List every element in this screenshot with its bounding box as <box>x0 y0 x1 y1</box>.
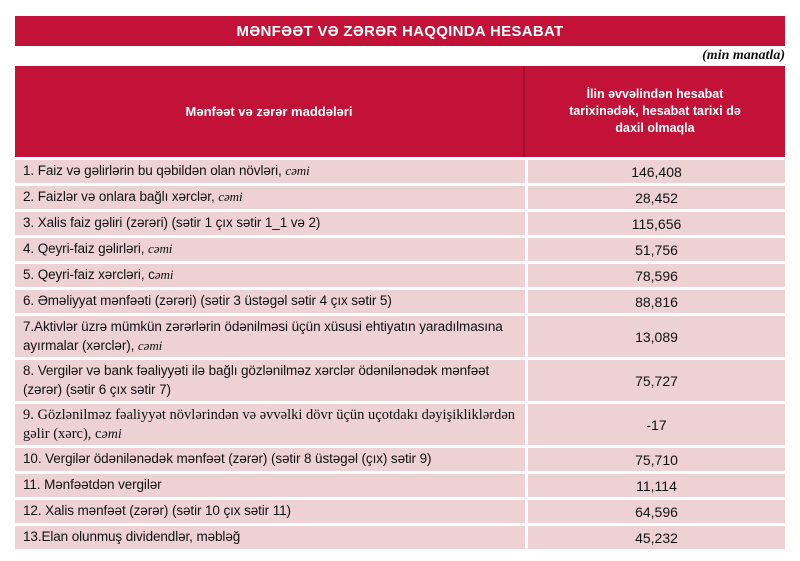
row-value: 28,452 <box>528 186 785 209</box>
row-label: 1. Faiz və gəlirlərin bu qəbildən olan n… <box>15 160 525 183</box>
row-value: -17 <box>528 404 785 445</box>
row-label: 11. Mənfəətdən vergilər <box>15 474 525 497</box>
row-label-text: 6. Əməliyyat mənfəəti (zərəri) (sətir 3 … <box>23 293 392 309</box>
row-value: 51,756 <box>528 238 785 261</box>
table-row: 5. Qeyri-faiz xərcləri, cəmi 78,596 <box>15 264 785 287</box>
row-label-text: 10. Vergilər ödənilənədək mənfəət (zərər… <box>23 451 432 467</box>
row-label: 5. Qeyri-faiz xərcləri, cəmi <box>15 264 525 287</box>
row-label: 8. Vergilər və bank fəaliyyəti ilə bağlı… <box>15 360 525 401</box>
column-header-value: İlin əvvəlindən hesabat tarixinədək, hes… <box>569 87 741 135</box>
column-header-items: Mənfəət və zərər maddələri <box>15 66 525 157</box>
row-label-text: 8. Vergilər və bank fəaliyyəti ilə bağlı… <box>23 363 490 397</box>
table-row: 7.Aktivlər üzrə mümkün zərərlərin ödənil… <box>15 316 785 357</box>
row-label-text: 4. Qeyri-faiz gəlirləri, <box>23 241 149 257</box>
row-value: 75,727 <box>528 360 785 401</box>
row-label: 12. Xalis mənfəət (zərər) (sətir 10 çıx … <box>15 500 525 523</box>
row-value: 64,596 <box>528 500 785 523</box>
table-row: 2. Faizlər və onlara bağlı xərclər, cəmi… <box>15 186 785 209</box>
row-value: 115,656 <box>528 212 785 235</box>
row-label-text: 11. Mənfəətdən vergilər <box>23 477 162 493</box>
report-title-banner: MƏNFƏƏT VƏ ZƏRƏR HAQQINDA HESABAT <box>15 16 785 46</box>
table-row: 6. Əməliyyat mənfəəti (zərəri) (sətir 3 … <box>15 290 785 313</box>
table-row: 13.Elan olunmuş dividendlər, məbləğ 45,2… <box>15 526 785 549</box>
table-row: 4. Qeyri-faiz gəlirləri, cəmi 51,756 <box>15 238 785 261</box>
table-row: 8. Vergilər və bank fəaliyyəti ilə bağlı… <box>15 360 785 401</box>
row-label: 2. Faizlər və onlara bağlı xərclər, cəmi <box>15 186 525 209</box>
row-label: 6. Əməliyyat mənfəəti (zərəri) (sətir 3 … <box>15 290 525 313</box>
table-row: 12. Xalis mənfəət (zərər) (sətir 10 çıx … <box>15 500 785 523</box>
report-page: MƏNFƏƏT VƏ ZƏRƏR HAQQINDA HESABAT (min m… <box>15 16 785 549</box>
row-label-italic-suffix: əmi <box>154 267 174 283</box>
row-label-italic-suffix: cəmi <box>148 241 173 257</box>
row-label: 7.Aktivlər üzrə mümkün zərərlərin ödənil… <box>15 316 525 357</box>
table-row: 3. Xalis faiz gəliri (zərəri) (sətir 1 ç… <box>15 212 785 235</box>
row-value: 75,710 <box>528 448 785 471</box>
row-label: 3. Xalis faiz gəliri (zərəri) (sətir 1 ç… <box>15 212 525 235</box>
table-header-row: Mənfəət və zərər maddələri İlin əvvəlind… <box>15 66 785 157</box>
row-label-text: 1. Faiz və gəlirlərin bu qəbildən olan n… <box>23 163 286 179</box>
row-value: 78,596 <box>528 264 785 287</box>
row-value: 11,114 <box>528 474 785 497</box>
table-row: 10. Vergilər ödənilənədək mənfəət (zərər… <box>15 448 785 471</box>
row-label: 10. Vergilər ödənilənədək mənfəət (zərər… <box>15 448 525 471</box>
table-row: 11. Mənfəətdən vergilər 11,114 <box>15 474 785 497</box>
table-row: 9. Gözlənilməz fəaliyyət növlərindən və … <box>15 404 785 445</box>
table-row: 1. Faiz və gəlirlərin bu qəbildən olan n… <box>15 160 785 183</box>
row-value: 146,408 <box>528 160 785 183</box>
row-label-italic-suffix: əmi <box>101 425 122 442</box>
row-label: 9. Gözlənilməz fəaliyyət növlərindən və … <box>15 404 525 445</box>
row-label-text: 5. Qeyri-faiz xərcləri, c <box>23 267 155 283</box>
row-value: 13,089 <box>528 316 785 357</box>
row-label-text: 13.Elan olunmuş dividendlər, məbləğ <box>23 529 241 545</box>
row-label-text: 3. Xalis faiz gəliri (zərəri) (sətir 1 ç… <box>23 215 321 231</box>
row-label-italic-suffix: cəmi <box>285 163 310 179</box>
row-label-italic-suffix: cəmi <box>218 189 243 205</box>
table-body: 1. Faiz və gəlirlərin bu qəbildən olan n… <box>15 160 785 549</box>
row-label: 13.Elan olunmuş dividendlər, məbləğ <box>15 526 525 549</box>
row-label-italic-suffix: cəmi <box>137 337 163 353</box>
unit-note: (min manatla) <box>702 48 785 63</box>
row-label-text: 12. Xalis mənfəət (zərər) (sətir 10 çıx … <box>23 503 291 519</box>
row-label-text: 7.Aktivlər üzrə mümkün zərərlərin ödənil… <box>23 319 503 353</box>
row-value: 88,816 <box>528 290 785 313</box>
row-label-text: 2. Faizlər və onlara bağlı xərclər, <box>23 189 219 205</box>
row-value: 45,232 <box>528 526 785 549</box>
row-label-text: 9. Gözlənilməz fəaliyyət növlərindən və … <box>23 407 516 442</box>
profit-loss-table: Mənfəət və zərər maddələri İlin əvvəlind… <box>15 66 785 549</box>
row-label: 4. Qeyri-faiz gəlirləri, cəmi <box>15 238 525 261</box>
